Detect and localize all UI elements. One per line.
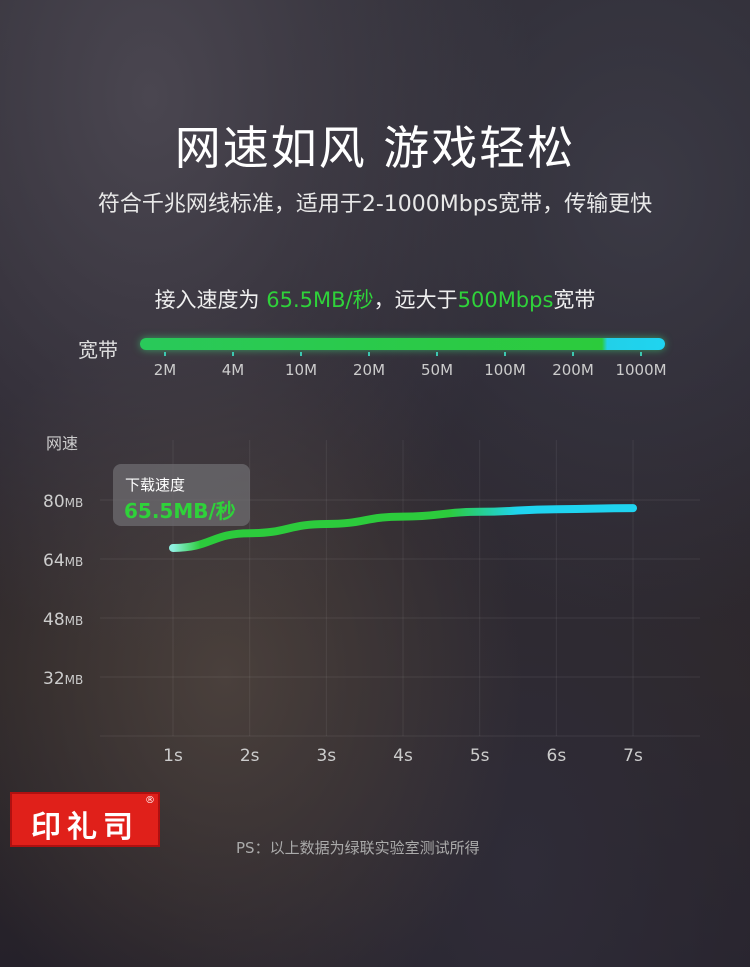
x-tick-label: 7s xyxy=(623,746,643,766)
x-tick-label: 4s xyxy=(393,746,413,766)
bandwidth-value: 500Mbps xyxy=(457,288,554,312)
broadband-tick xyxy=(368,352,370,356)
broadband-tick-label: 2M xyxy=(153,361,177,379)
broadband-label: 宽带 xyxy=(78,338,118,362)
broadband-tick-label: 20M xyxy=(352,361,386,379)
broadband-bar xyxy=(140,338,665,350)
speed-prefix: 接入速度为 xyxy=(154,288,267,312)
tooltip-value: 65.5MB/秒 xyxy=(124,499,236,523)
registered-mark: ® xyxy=(145,795,155,806)
tooltip-label: 下载速度 xyxy=(125,476,186,494)
speed-suffix: 宽带 xyxy=(553,288,596,312)
broadband-tick xyxy=(164,352,166,356)
broadband-tick xyxy=(232,352,234,356)
broadband-tick xyxy=(572,352,574,356)
footnote: PS：以上数据为绿联实验室测试所得 xyxy=(236,839,480,857)
x-tick-label: 6s xyxy=(547,746,567,766)
speed-summary: 接入速度为 65.5MB/秒，远大于500Mbps宽带 xyxy=(0,284,750,314)
page-subtitle: 符合千兆网线标准，适用于2-1000Mbps宽带，传输更快 xyxy=(97,192,653,217)
broadband-tick-label: 50M xyxy=(420,361,454,379)
y-axis-label: 网速 xyxy=(46,434,78,453)
x-tick-label: 1s xyxy=(163,746,183,766)
speed-middle: ，远大于 xyxy=(373,288,458,312)
y-tick-label: 32MB xyxy=(43,669,83,689)
broadband-tick xyxy=(436,352,438,356)
x-tick-label: 3s xyxy=(316,746,336,766)
y-tick-label: 80MB xyxy=(43,492,83,512)
broadband-tick-label: 1000M xyxy=(615,361,667,379)
broadband-tick xyxy=(640,352,642,356)
brand-logo: 印礼司 xyxy=(10,792,160,847)
speed-line xyxy=(169,504,638,552)
tooltip: 下载速度 65.5MB/秒 xyxy=(113,464,250,526)
broadband-tick-label: 100M xyxy=(484,361,526,379)
page-title: 网速如风 游戏轻松 xyxy=(174,121,576,175)
y-tick-label: 64MB xyxy=(43,551,83,571)
speed-value: 65.5MB/秒 xyxy=(266,288,374,312)
y-tick-label: 48MB xyxy=(43,610,83,630)
broadband-tick xyxy=(300,352,302,356)
broadband-tick-label: 200M xyxy=(552,361,594,379)
broadband-tick-label: 4M xyxy=(221,361,245,379)
logo-text: 印礼司 xyxy=(31,810,139,845)
x-tick-label: 5s xyxy=(470,746,490,766)
broadband-tick xyxy=(504,352,506,356)
broadband-tick-label: 10M xyxy=(284,361,318,379)
x-tick-label: 2s xyxy=(240,746,260,766)
